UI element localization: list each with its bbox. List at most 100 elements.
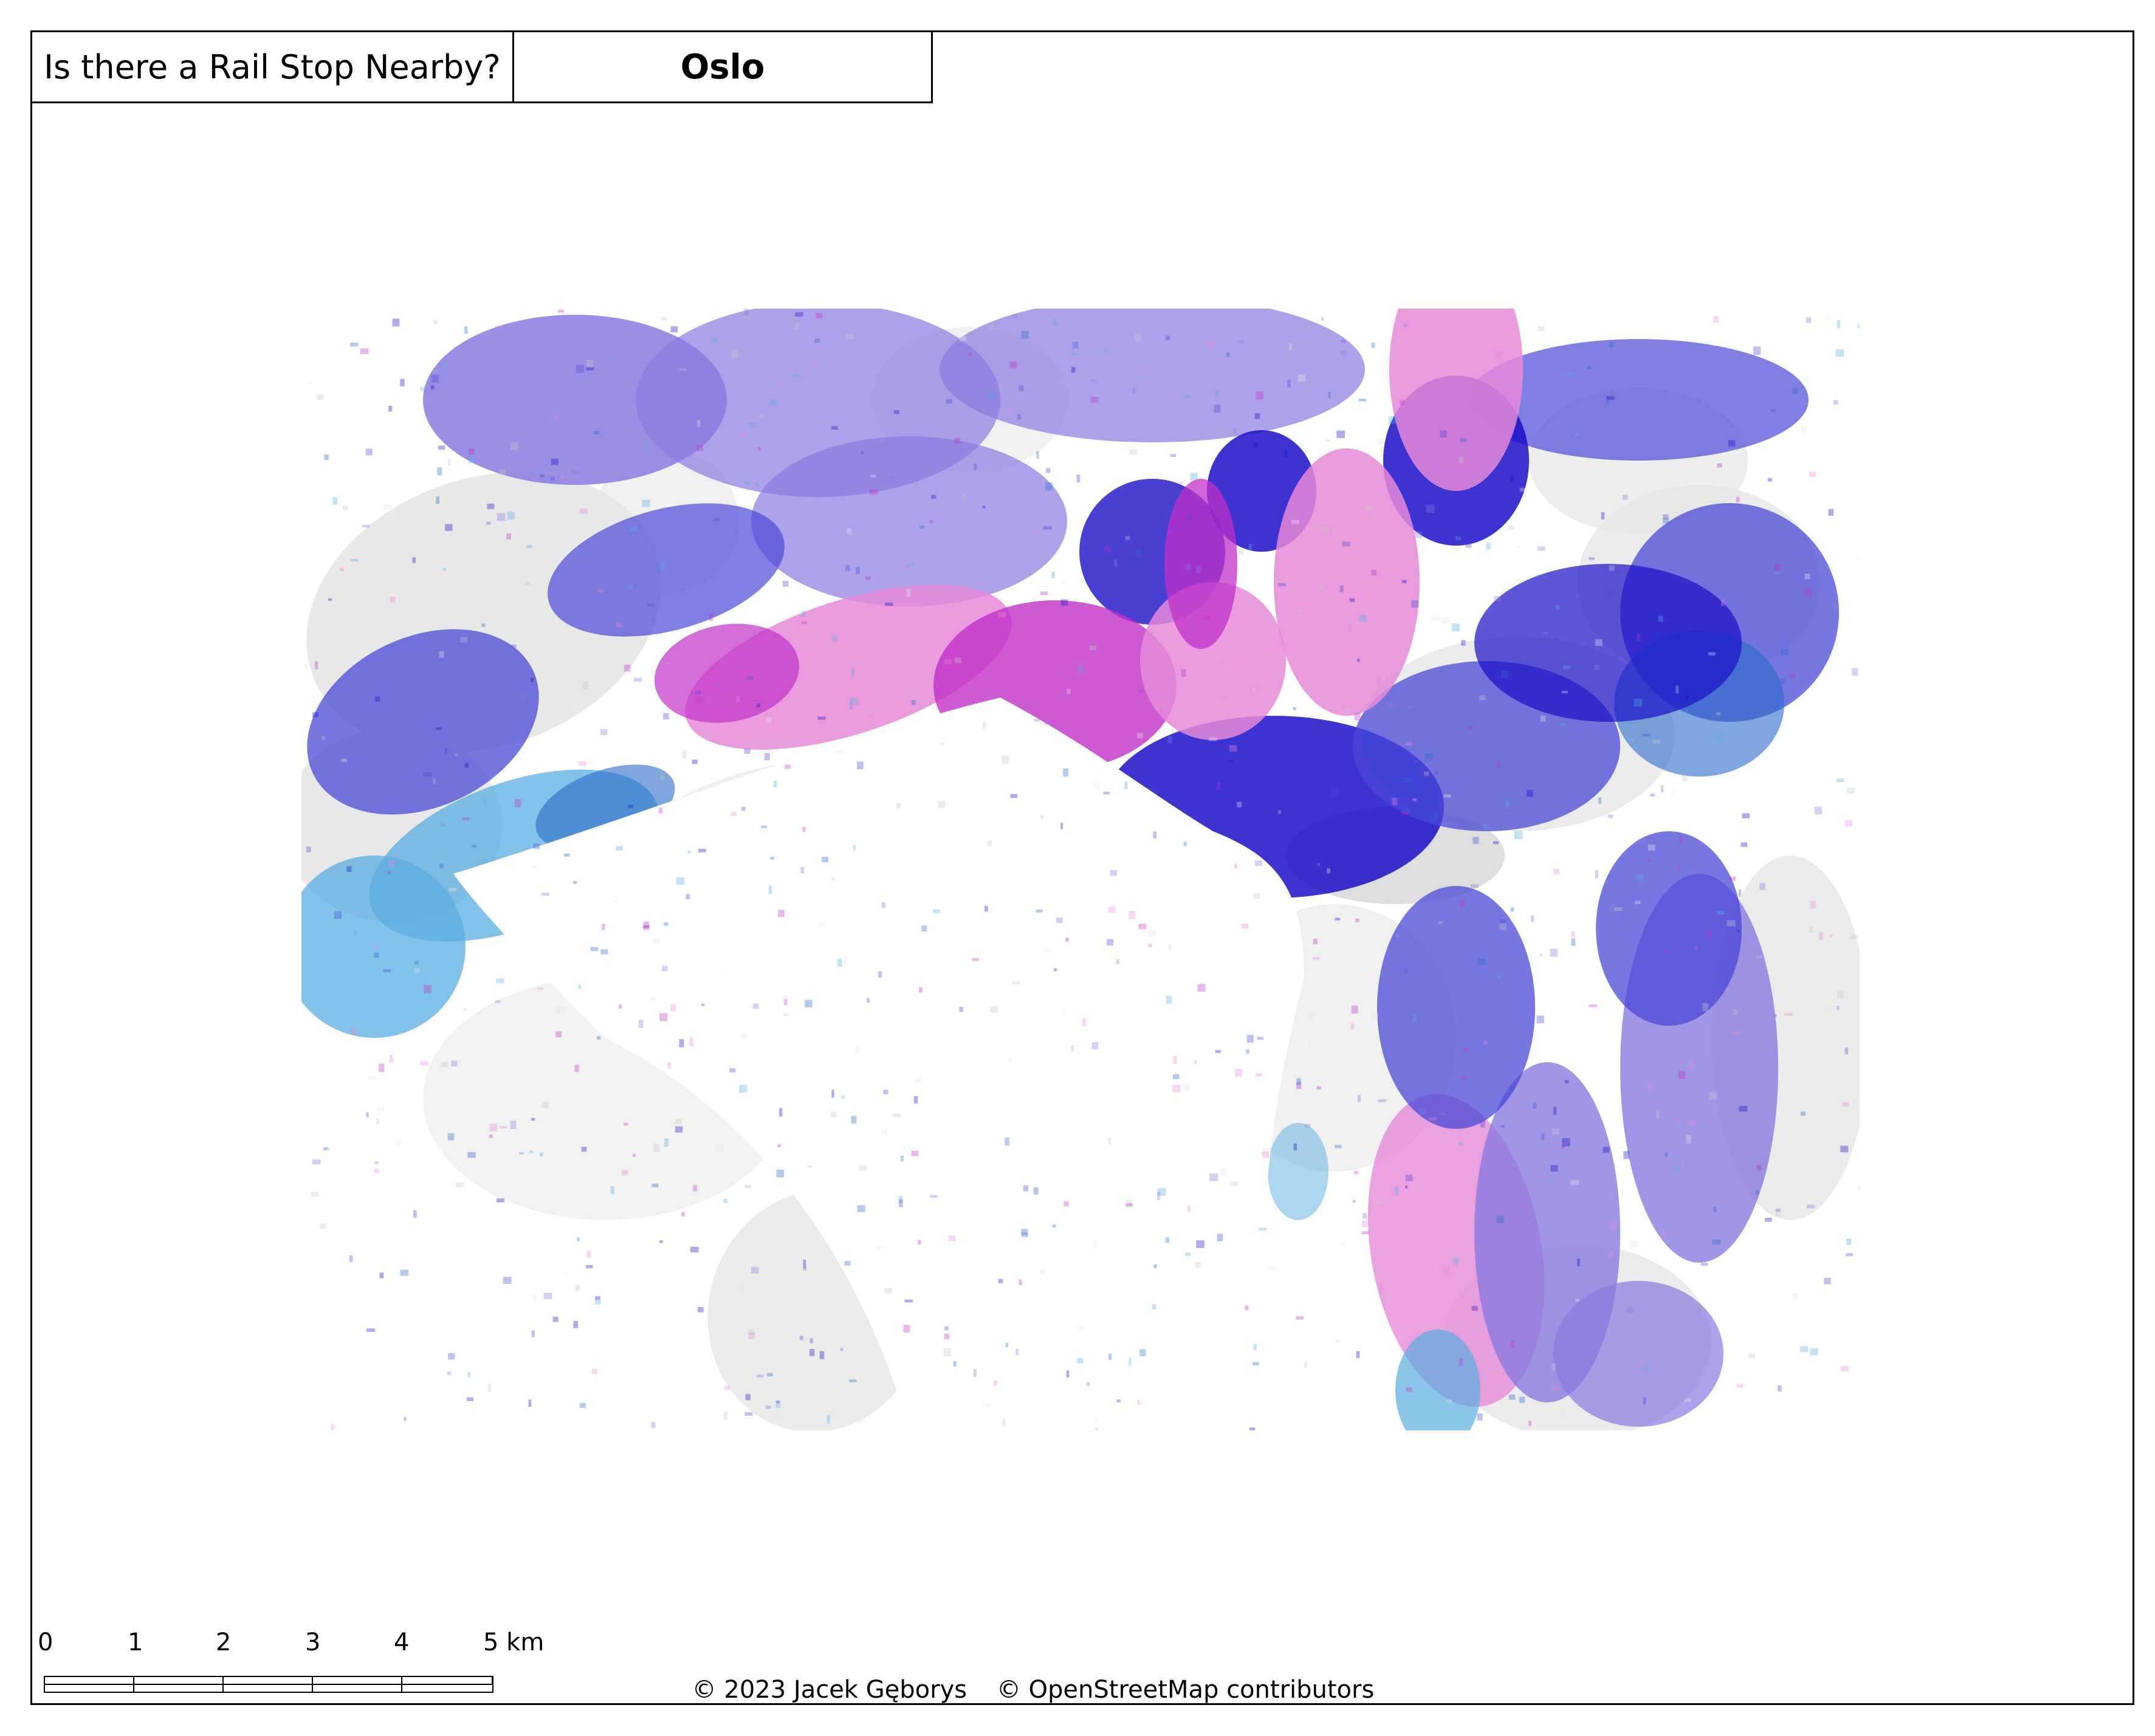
building	[481, 857, 488, 863]
building	[1550, 949, 1558, 957]
building	[1153, 831, 1157, 839]
building	[1253, 1343, 1257, 1350]
building	[1040, 815, 1043, 819]
building	[1595, 870, 1598, 878]
building	[1533, 1102, 1537, 1109]
building	[697, 420, 700, 427]
building	[775, 1411, 782, 1417]
building	[1060, 823, 1064, 829]
building	[695, 690, 701, 695]
building	[801, 621, 807, 624]
building	[1609, 565, 1615, 571]
building	[1157, 1188, 1166, 1196]
building	[1741, 842, 1748, 847]
building	[342, 506, 348, 510]
building	[1304, 1124, 1310, 1128]
building	[1060, 599, 1068, 606]
building	[442, 362, 447, 369]
building	[1277, 583, 1286, 586]
building	[481, 623, 486, 627]
building	[827, 1415, 830, 1424]
building	[1071, 352, 1080, 355]
building	[495, 1000, 501, 1003]
building	[711, 338, 718, 343]
building	[756, 704, 760, 707]
building	[1254, 413, 1260, 419]
building	[660, 775, 665, 781]
building	[1844, 1048, 1849, 1054]
building	[462, 817, 470, 820]
building	[1595, 639, 1603, 646]
building	[1438, 921, 1443, 924]
building	[1254, 860, 1262, 866]
building	[972, 958, 979, 961]
building	[748, 1332, 755, 1339]
building	[1335, 918, 1340, 921]
building	[1836, 1006, 1840, 1010]
building	[738, 432, 746, 438]
building	[1810, 1348, 1818, 1356]
scale-label-1: 1	[128, 1628, 143, 1656]
building	[1589, 557, 1595, 560]
building	[1089, 645, 1097, 651]
building	[890, 475, 896, 479]
building	[414, 961, 419, 964]
building	[767, 1373, 773, 1376]
building	[651, 1421, 656, 1429]
building	[1336, 1339, 1339, 1343]
building	[1728, 440, 1735, 447]
building	[709, 612, 713, 621]
building	[1378, 1099, 1387, 1102]
building	[1033, 531, 1037, 535]
building	[807, 1165, 813, 1168]
building	[1846, 1253, 1854, 1257]
building	[690, 1246, 699, 1253]
building	[528, 1399, 532, 1407]
building	[1185, 1252, 1191, 1256]
building	[959, 336, 966, 342]
building	[467, 1151, 476, 1158]
building	[515, 799, 521, 808]
building	[1819, 932, 1823, 940]
building	[1828, 509, 1834, 516]
building	[1859, 1186, 1860, 1190]
building	[857, 761, 864, 770]
building	[531, 678, 534, 682]
building	[447, 1371, 452, 1375]
building	[445, 747, 448, 755]
building	[1483, 1041, 1488, 1045]
building	[1249, 1427, 1256, 1430]
building	[881, 902, 886, 908]
building	[1095, 1416, 1098, 1422]
building	[1676, 1118, 1680, 1124]
building	[1233, 427, 1237, 435]
building	[675, 1126, 683, 1133]
building	[304, 662, 309, 671]
building	[1010, 794, 1018, 798]
building	[1005, 1343, 1008, 1348]
building	[1293, 707, 1296, 710]
building	[529, 1150, 534, 1153]
building	[1033, 1187, 1039, 1195]
building	[1361, 1231, 1369, 1235]
building	[1147, 944, 1153, 948]
building	[1126, 1199, 1133, 1208]
building	[1289, 343, 1293, 351]
scale-label-2: 2	[216, 1628, 232, 1656]
building	[1007, 408, 1011, 413]
building	[1215, 1050, 1221, 1053]
building	[659, 562, 665, 570]
building	[756, 1374, 764, 1377]
building	[675, 1119, 682, 1124]
building	[794, 323, 799, 330]
building	[768, 885, 772, 894]
building	[312, 1159, 321, 1165]
building	[659, 1013, 668, 1021]
building	[563, 853, 570, 857]
building	[1846, 787, 1855, 794]
building	[861, 451, 864, 455]
building	[885, 602, 893, 606]
building	[1606, 396, 1615, 400]
building	[600, 949, 608, 955]
building	[1446, 1399, 1452, 1403]
